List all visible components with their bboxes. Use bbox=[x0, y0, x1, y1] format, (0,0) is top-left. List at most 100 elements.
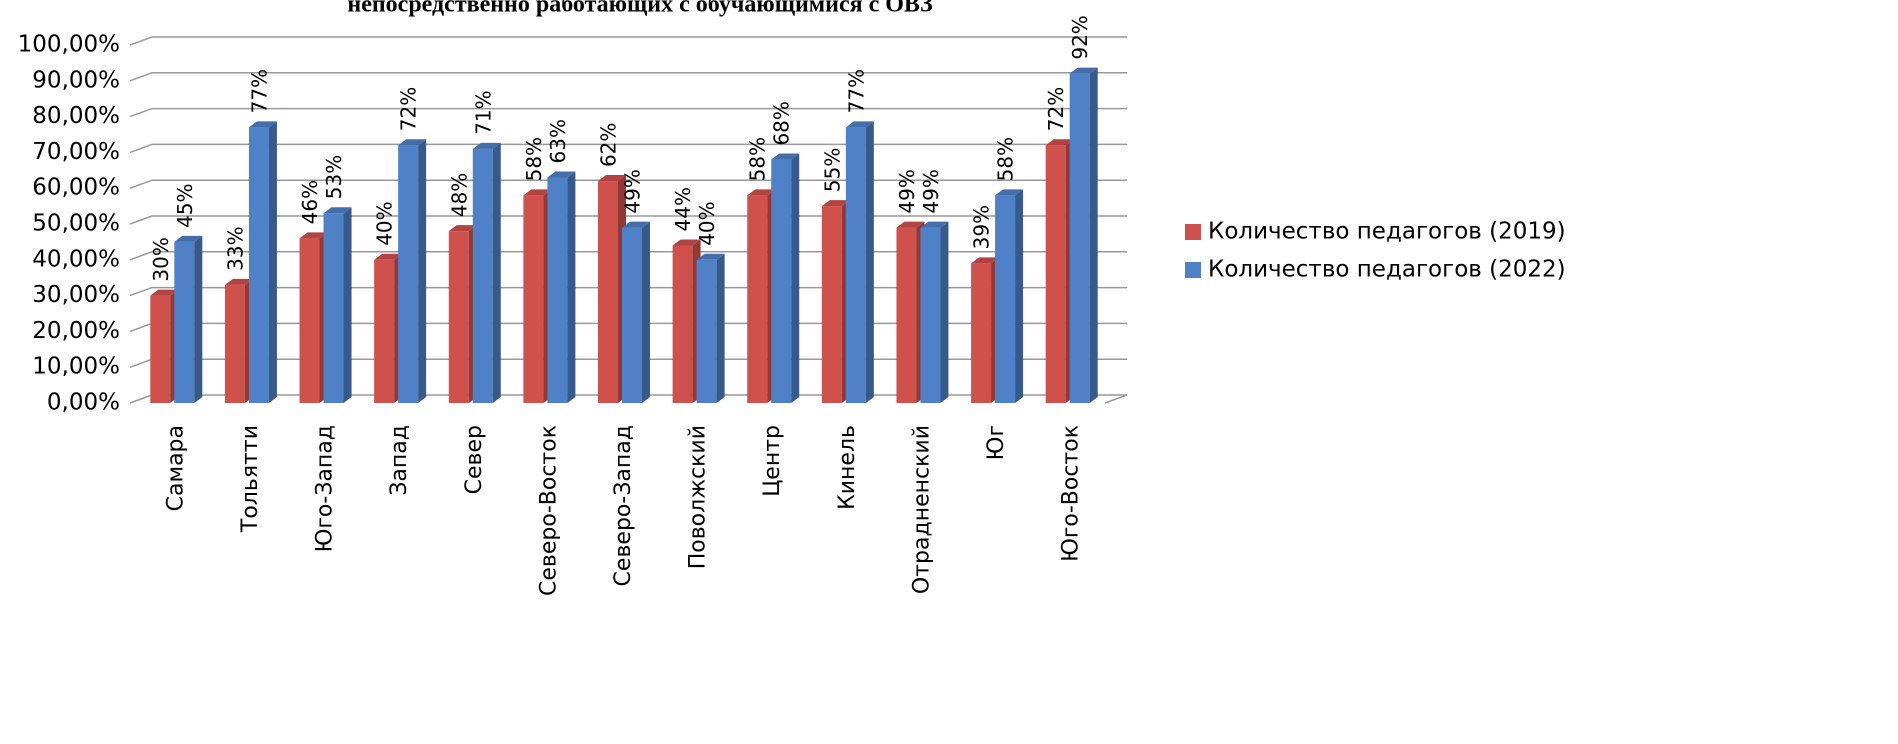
x-tick-label: Отрадненский bbox=[909, 425, 934, 594]
floor-edge bbox=[1104, 394, 1128, 404]
bar bbox=[896, 227, 917, 403]
bar-top bbox=[771, 153, 800, 160]
value-label: 77% bbox=[247, 69, 271, 113]
bar bbox=[224, 284, 245, 403]
bar bbox=[448, 231, 469, 403]
x-tick-label: Центр bbox=[760, 425, 785, 497]
grid-line bbox=[129, 107, 1127, 118]
bar-top bbox=[920, 221, 949, 228]
bar-side bbox=[567, 171, 576, 403]
legend-label: Количество педагогов (2022) bbox=[1208, 257, 1566, 283]
bar bbox=[995, 195, 1016, 403]
bar bbox=[174, 241, 195, 403]
value-label: 77% bbox=[844, 69, 868, 113]
bar-top bbox=[971, 257, 1000, 264]
value-label: 58% bbox=[994, 137, 1018, 181]
value-label: 49% bbox=[895, 169, 919, 213]
bar-side bbox=[1089, 67, 1098, 403]
chart-title: непосредственно работающих с обучающимис… bbox=[347, 0, 933, 18]
value-label: 72% bbox=[1044, 87, 1068, 131]
bar-top bbox=[398, 139, 427, 146]
value-label: 40% bbox=[373, 201, 397, 245]
y-tick-label: 80,00% bbox=[32, 103, 120, 129]
bar-top bbox=[523, 189, 552, 196]
value-label: 40% bbox=[695, 201, 719, 245]
bar-top bbox=[174, 235, 203, 242]
legend-label: Количество педагогов (2019) bbox=[1208, 219, 1566, 245]
value-label: 71% bbox=[471, 90, 495, 134]
x-tick-label: Юг bbox=[984, 425, 1009, 460]
bar bbox=[150, 295, 171, 403]
value-label: 92% bbox=[1068, 15, 1092, 59]
value-label: 55% bbox=[820, 148, 844, 192]
value-label: 30% bbox=[149, 237, 173, 281]
grid-line bbox=[129, 36, 1127, 46]
grid-line bbox=[129, 143, 1127, 154]
bar-side bbox=[940, 221, 949, 403]
bar-top bbox=[896, 221, 925, 228]
x-tick-label: Тольятти bbox=[238, 425, 263, 533]
grid-line bbox=[129, 215, 1127, 225]
bar bbox=[323, 213, 344, 403]
bar-top bbox=[845, 121, 874, 128]
value-label: 44% bbox=[671, 187, 695, 231]
bar-top bbox=[323, 207, 352, 214]
bar-top bbox=[472, 142, 501, 149]
value-label: 62% bbox=[597, 123, 621, 167]
bar bbox=[374, 259, 395, 403]
y-tick-label: 60,00% bbox=[32, 175, 120, 201]
grid-line bbox=[129, 286, 1127, 297]
x-tick-label: Юго-Восток bbox=[1059, 425, 1084, 562]
bar-side bbox=[194, 235, 203, 403]
y-tick-label: 40,00% bbox=[32, 246, 120, 272]
bar-top bbox=[1069, 67, 1098, 74]
bar-top bbox=[821, 200, 850, 207]
bar bbox=[771, 159, 792, 403]
bar-top bbox=[248, 121, 277, 128]
bar-side bbox=[791, 153, 800, 403]
bar-top bbox=[1045, 139, 1074, 146]
legend-swatch bbox=[1185, 224, 1201, 240]
bar bbox=[971, 263, 992, 403]
bar bbox=[1045, 145, 1066, 404]
value-label: 58% bbox=[746, 137, 770, 181]
value-label: 49% bbox=[919, 169, 943, 213]
value-label: 39% bbox=[970, 205, 994, 249]
y-tick-label: 70,00% bbox=[32, 139, 120, 165]
bar bbox=[747, 195, 768, 403]
bar bbox=[1069, 73, 1090, 403]
value-label: 58% bbox=[522, 137, 546, 181]
bar-side bbox=[268, 121, 277, 403]
x-tick-label: Северо-Восток bbox=[536, 425, 561, 596]
bar bbox=[696, 259, 717, 403]
y-tick-label: 20,00% bbox=[32, 318, 120, 344]
bar-top bbox=[622, 221, 650, 228]
bar-top bbox=[224, 278, 253, 285]
value-label: 72% bbox=[397, 87, 421, 131]
bar-top bbox=[696, 253, 725, 260]
value-label: 49% bbox=[621, 169, 645, 213]
grid-line bbox=[129, 72, 1127, 82]
bar-top bbox=[747, 189, 776, 196]
grid-line bbox=[129, 251, 1127, 261]
x-tick-label: Запад bbox=[387, 425, 412, 496]
y-tick-label: 0,00% bbox=[47, 390, 120, 416]
bar bbox=[845, 127, 866, 403]
x-tick-label: Поволжский bbox=[686, 425, 711, 569]
bar-top bbox=[547, 171, 576, 178]
x-tick-label: Северо-Запад bbox=[611, 425, 636, 586]
grid-line bbox=[129, 179, 1127, 189]
bar-side bbox=[642, 221, 650, 403]
bar-top bbox=[995, 189, 1024, 196]
bar-top bbox=[299, 232, 328, 239]
bar-top bbox=[374, 253, 403, 260]
y-tick-label: 50,00% bbox=[32, 211, 120, 237]
bar bbox=[472, 148, 493, 403]
value-label: 48% bbox=[447, 173, 471, 217]
bar-top bbox=[672, 239, 701, 246]
y-tick-label: 100,00% bbox=[18, 32, 120, 58]
bar bbox=[598, 181, 618, 403]
y-tick-label: 90,00% bbox=[32, 67, 120, 93]
value-label: 33% bbox=[223, 226, 247, 270]
